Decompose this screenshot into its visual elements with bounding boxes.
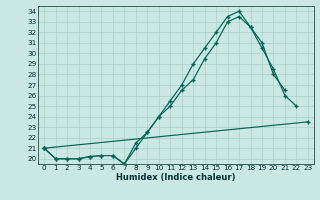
X-axis label: Humidex (Indice chaleur): Humidex (Indice chaleur): [116, 173, 236, 182]
